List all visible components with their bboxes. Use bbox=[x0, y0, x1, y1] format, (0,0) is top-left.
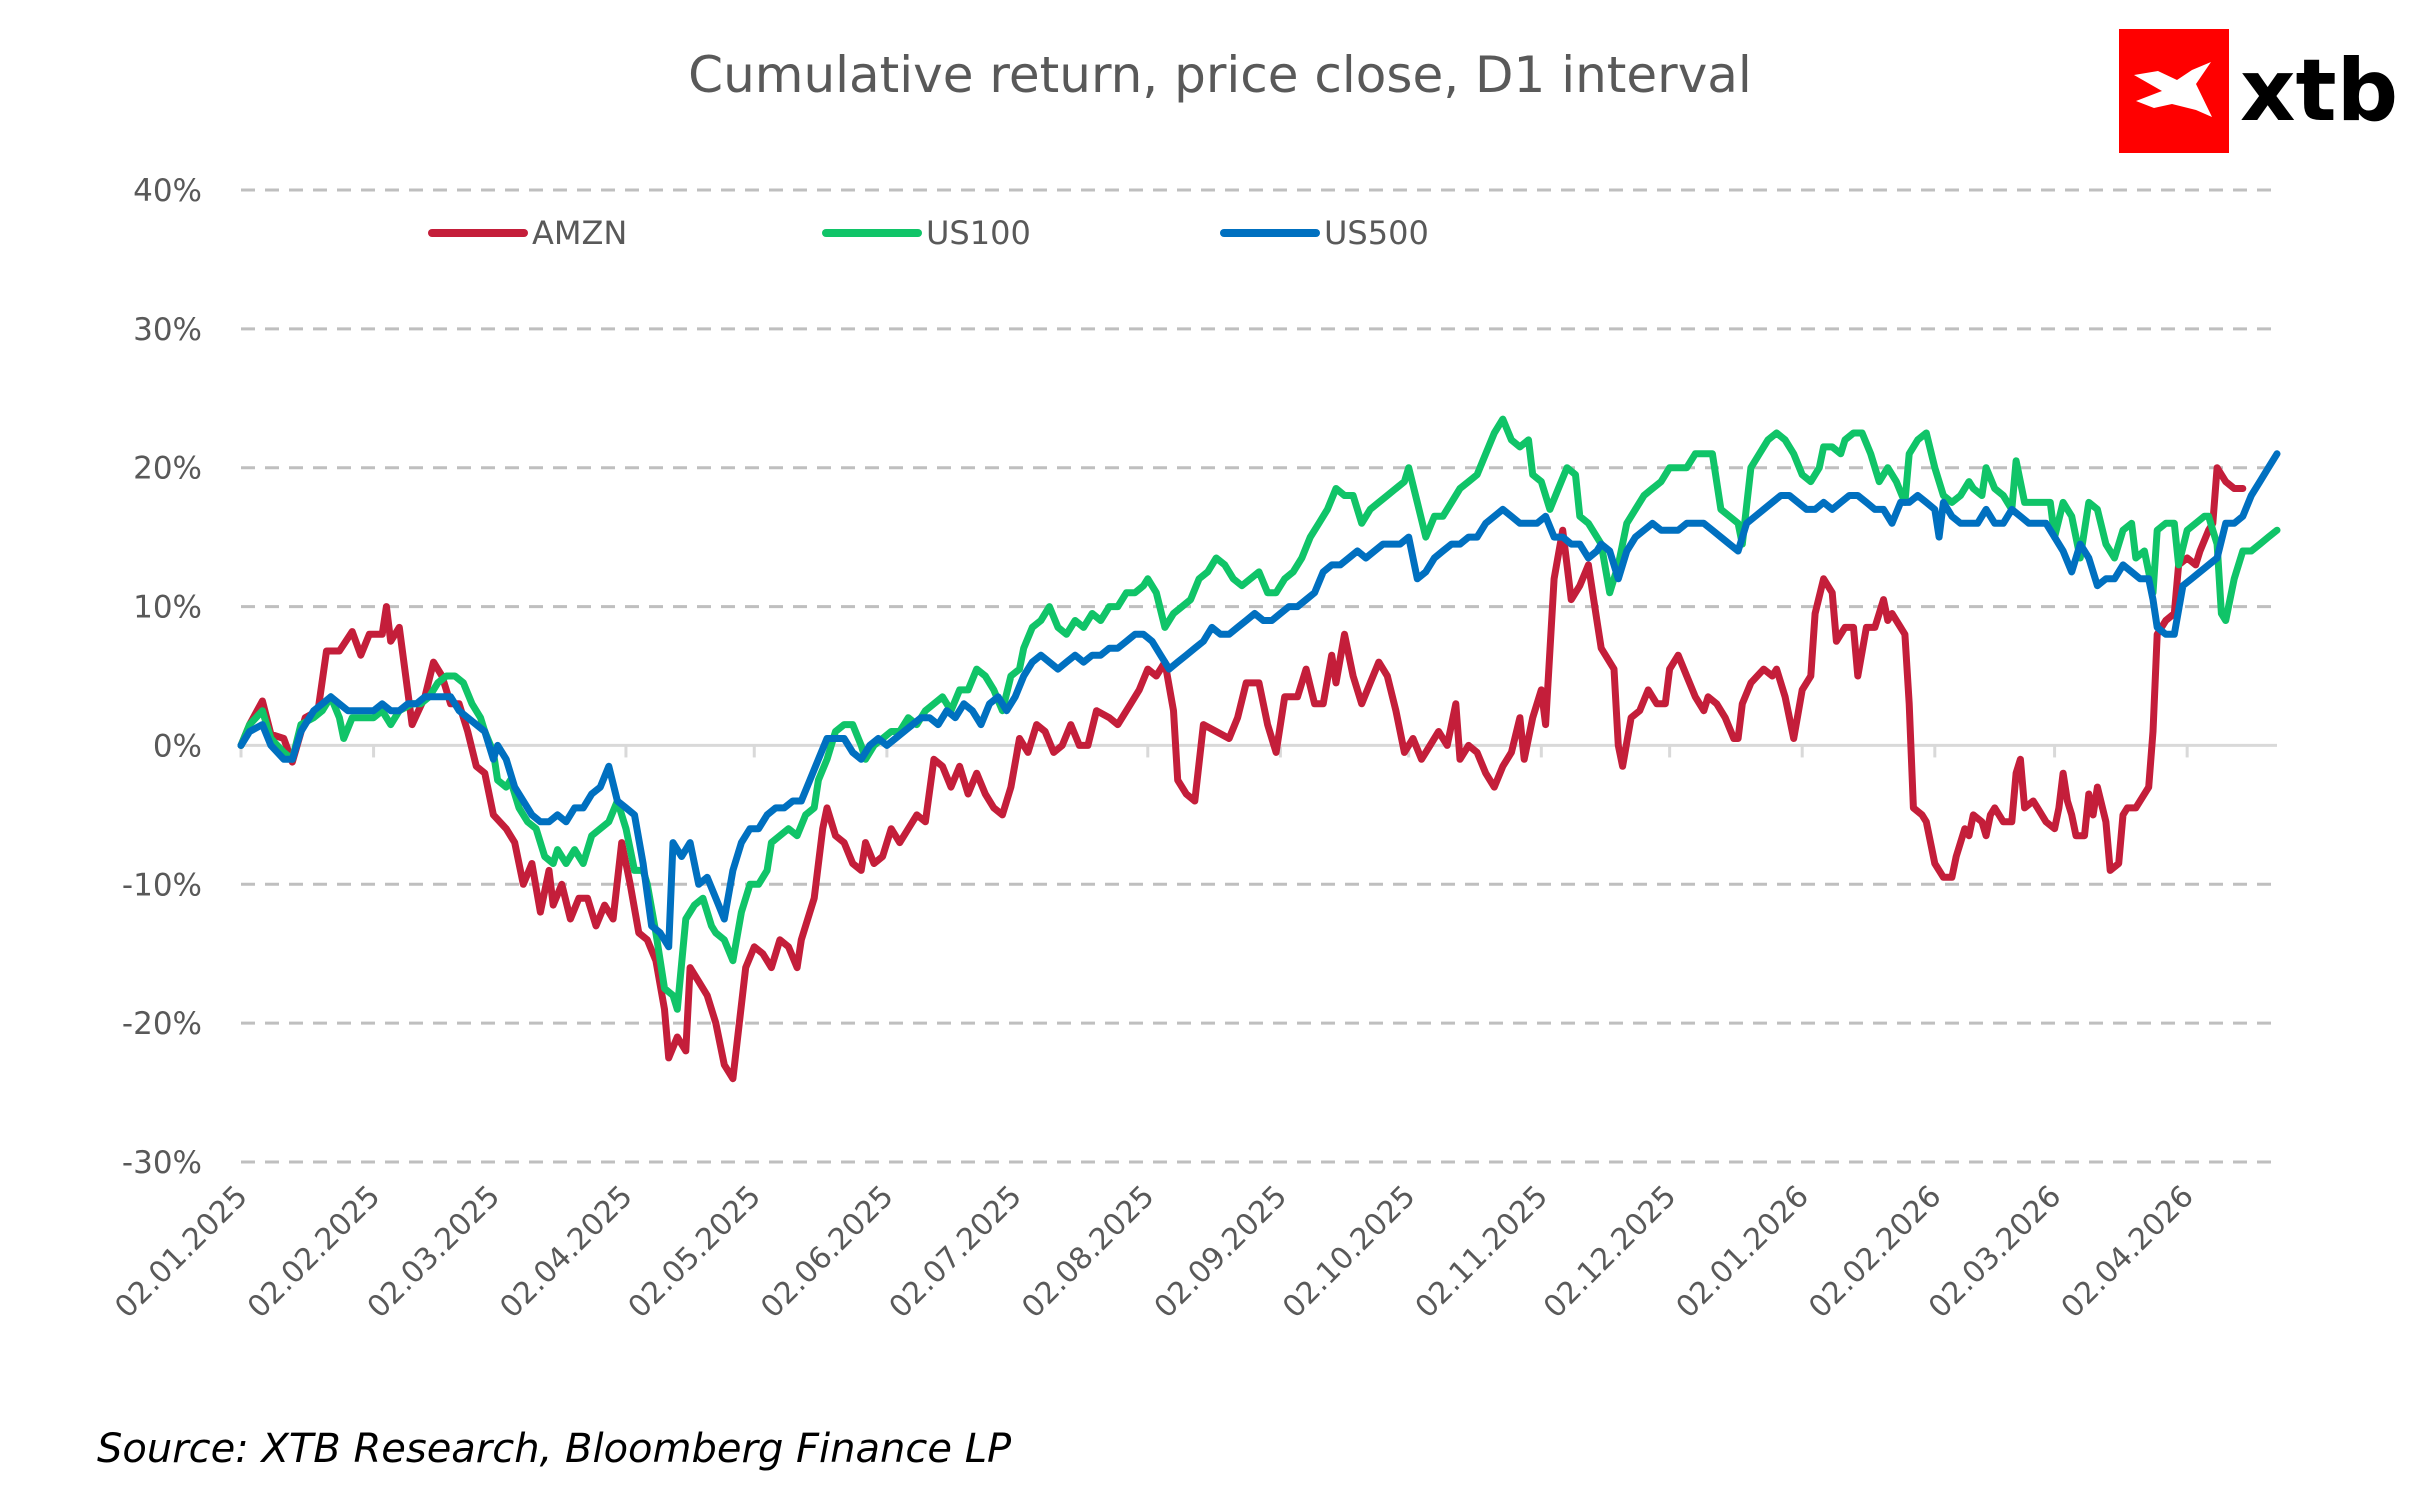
x-tick-label: 02.06.2025 bbox=[754, 1179, 900, 1325]
y-tick-label: 10% bbox=[133, 590, 202, 626]
legend-label: US500 bbox=[1324, 214, 1429, 252]
legend-label: US100 bbox=[926, 214, 1031, 252]
x-tick-label: 02.05.2025 bbox=[622, 1179, 768, 1325]
y-axis: 40% 30% 20% 10% 0% -10% -20% -30% bbox=[122, 173, 202, 1181]
legend: AMZN US100 US500 bbox=[428, 214, 1429, 252]
y-tick-label: 20% bbox=[133, 451, 202, 487]
x-tick-label: 02.09.2025 bbox=[1148, 1179, 1294, 1325]
xtb-logo: xtb bbox=[2119, 29, 2398, 153]
series-line-us500 bbox=[237, 450, 2281, 951]
series-line-us100 bbox=[237, 415, 2281, 1013]
series-line-amzn bbox=[237, 464, 2247, 1083]
chart-title: Cumulative return, price close, D1 inter… bbox=[688, 46, 1752, 104]
x-tick-label: 02.10.2025 bbox=[1276, 1179, 1422, 1325]
x-tick-label: 02.04.2026 bbox=[2055, 1179, 2201, 1325]
y-tick-label: -30% bbox=[122, 1145, 202, 1181]
source-note: Source: XTB Research, Bloomberg Finance … bbox=[97, 1426, 1012, 1472]
y-tick-label: 0% bbox=[153, 728, 202, 764]
x-tick-label: 02.01.2025 bbox=[108, 1179, 254, 1325]
series-lines bbox=[237, 415, 2281, 1083]
legend-item-us100: US100 bbox=[822, 214, 1031, 252]
y-tick-label: -20% bbox=[122, 1006, 202, 1042]
legend-label: AMZN bbox=[532, 214, 627, 252]
x-tick-label: 02.07.2025 bbox=[883, 1179, 1029, 1325]
legend-item-us500: US500 bbox=[1220, 214, 1429, 252]
x-axis: 02.01.202502.02.202502.03.202502.04.2025… bbox=[108, 745, 2201, 1325]
y-tick-label: -10% bbox=[122, 867, 202, 903]
xtb-logo-text: xtb bbox=[2240, 41, 2398, 141]
y-tick-label: 40% bbox=[133, 173, 202, 209]
x-tick-label: 02.11.2025 bbox=[1409, 1179, 1555, 1325]
y-tick-label: 30% bbox=[133, 312, 202, 348]
x-tick-label: 02.08.2025 bbox=[1015, 1179, 1161, 1325]
xtb-logo-x-icon bbox=[2134, 62, 2212, 117]
legend-item-amzn: AMZN bbox=[428, 214, 627, 252]
x-tick-label: 02.04.2025 bbox=[493, 1179, 639, 1325]
x-tick-label: 02.01.2026 bbox=[1670, 1179, 1816, 1325]
gridlines bbox=[241, 188, 2277, 1164]
x-tick-label: 02.12.2025 bbox=[1537, 1179, 1683, 1325]
